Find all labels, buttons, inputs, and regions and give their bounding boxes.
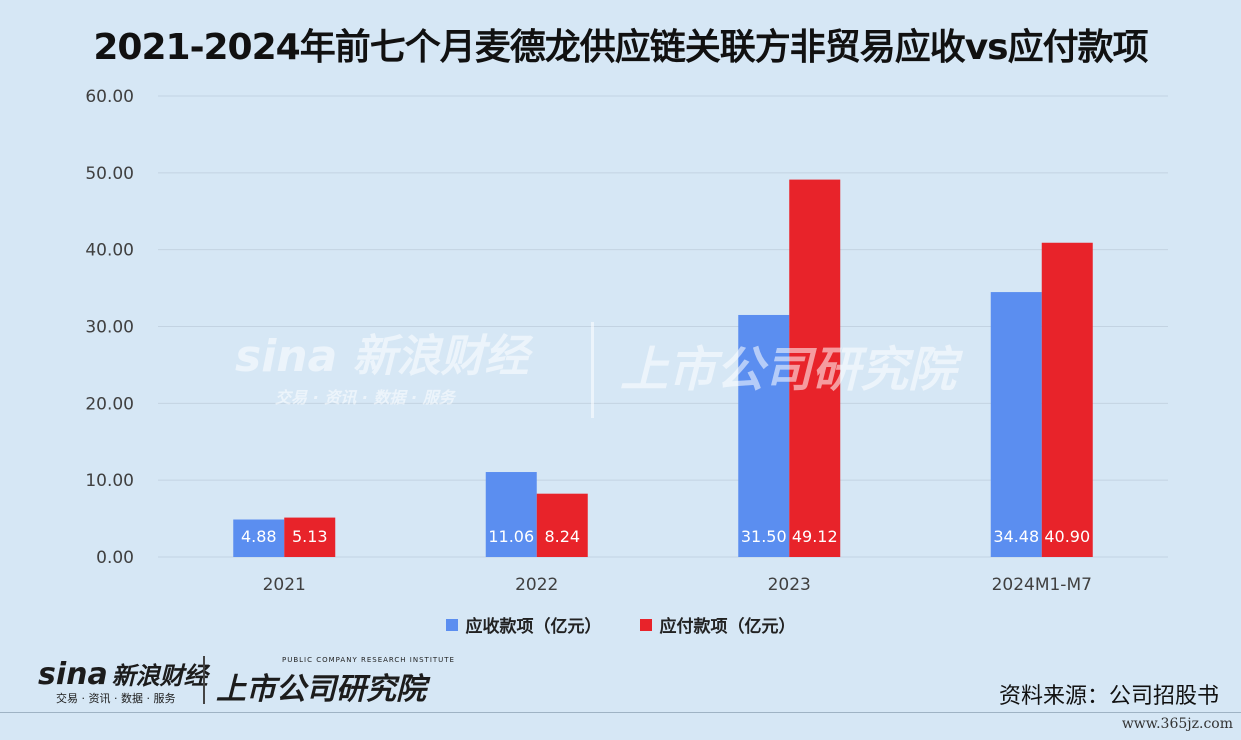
logo-divider: [203, 656, 205, 704]
bar: [536, 493, 588, 557]
sina-brand: sina: [38, 657, 108, 692]
chart-title: 2021-2024年前七个月麦德龙供应链关联方非贸易应收vs应付款项: [93, 27, 1148, 68]
institute-logo-en: PUBLIC COMPANY RESEARCH INSTITUTE: [282, 656, 455, 664]
institute-logo: PUBLIC COMPANY RESEARCH INSTITUTE 上市公司研究…: [216, 656, 455, 708]
bar-chart: 0.00 10.00 20.00 30.00 40.00 50.00 60.00 4.88 5.…: [85, 87, 1168, 595]
y-tick-label: 0.00: [96, 548, 134, 568]
y-tick-label: 30.00: [85, 318, 134, 338]
data-label: 34.48: [993, 527, 1039, 546]
y-tick-label: 10.00: [85, 471, 134, 491]
y-tick-label: 20.00: [85, 394, 134, 414]
data-label: 11.06: [488, 527, 534, 546]
legend-label-receivable: 应收款项（亿元）: [465, 617, 602, 637]
site-url: www.365jz.com: [1121, 716, 1233, 732]
data-label: 5.13: [292, 527, 328, 546]
bar: [284, 517, 336, 557]
bar: [789, 179, 841, 557]
institute-logo-cn: 上市公司研究院: [216, 672, 426, 707]
chart-legend: 应收款项（亿元） 应付款项（亿元）: [0, 612, 1241, 637]
y-tick-label: 50.00: [85, 164, 134, 184]
legend-label-payable: 应付款项（亿元）: [659, 617, 796, 637]
bar: [485, 472, 537, 557]
bar: [1041, 242, 1093, 558]
bar: [990, 292, 1042, 557]
sina-brand-cn: 新浪财经: [111, 662, 208, 690]
x-tick-label: 2024M1-M7: [992, 575, 1092, 595]
data-label: 4.88: [241, 527, 277, 546]
x-tick-label: 2022: [515, 575, 558, 595]
footer-divider: [0, 712, 1241, 713]
legend-swatch-receivable: [445, 618, 458, 631]
data-label: 31.50: [741, 527, 787, 546]
sina-finance-logo: sina 新浪财经 交易 · 资讯 · 数据 · 服务: [38, 656, 208, 706]
data-label: 49.12: [792, 527, 838, 546]
watermark-divider: [591, 322, 594, 418]
bar: [738, 314, 790, 557]
bar: [233, 519, 285, 557]
y-tick-label: 60.00: [85, 87, 134, 107]
y-tick-label: 40.00: [85, 241, 134, 261]
sina-tagline: 交易 · 资讯 · 数据 · 服务: [56, 692, 176, 705]
data-label: 40.90: [1044, 527, 1090, 546]
x-tick-label: 2021: [263, 575, 306, 595]
legend-item-payable: 应付款项（亿元）: [639, 612, 796, 637]
data-source: 资料来源：公司招股书: [998, 684, 1219, 709]
x-tick-label: 2023: [768, 575, 811, 595]
legend-item-receivable: 应收款项（亿元）: [445, 612, 602, 637]
legend-swatch-payable: [639, 618, 652, 631]
data-label: 8.24: [544, 527, 580, 546]
